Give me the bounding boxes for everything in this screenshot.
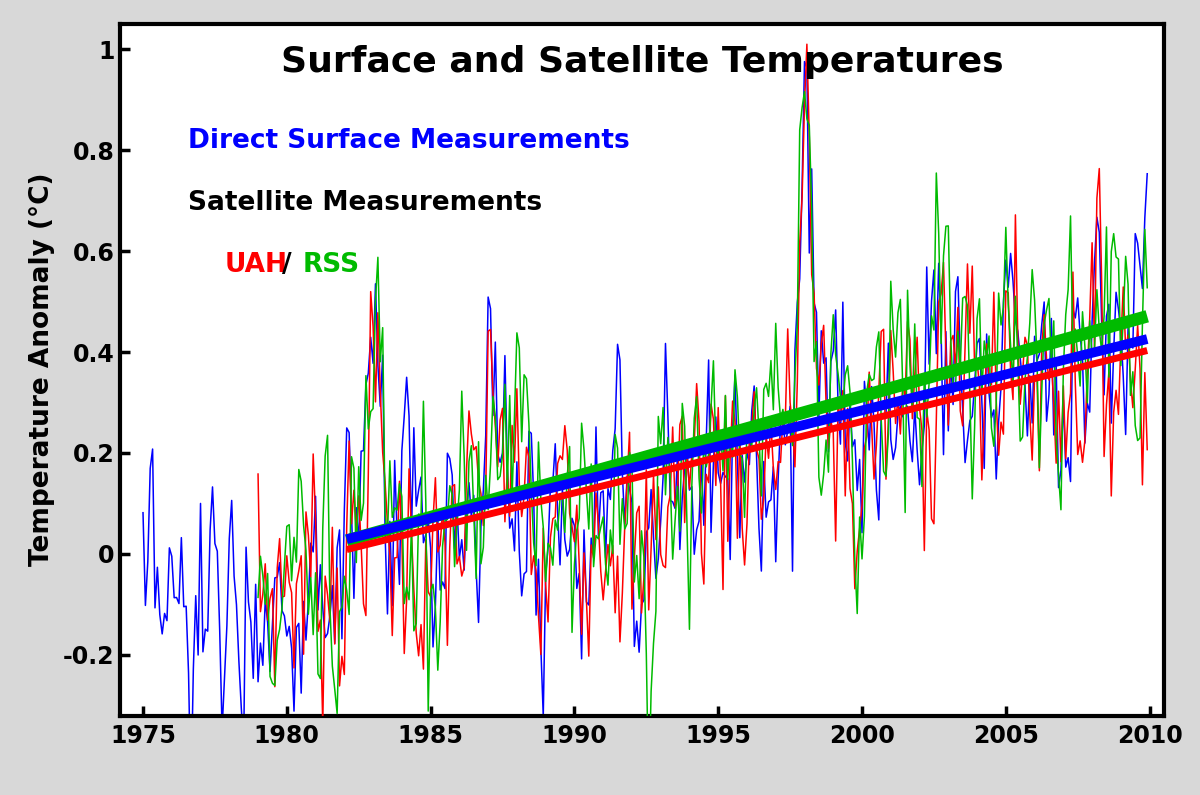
Text: /: / — [282, 252, 292, 278]
Text: Direct Surface Measurements: Direct Surface Measurements — [188, 128, 630, 153]
Text: Surface and Satellite Temperatures: Surface and Satellite Temperatures — [281, 45, 1003, 79]
Text: Satellite Measurements: Satellite Measurements — [188, 190, 542, 216]
Text: RSS: RSS — [302, 252, 360, 278]
Text: UAH: UAH — [224, 252, 288, 278]
Y-axis label: Temperature Anomaly (°C): Temperature Anomaly (°C) — [29, 173, 55, 566]
